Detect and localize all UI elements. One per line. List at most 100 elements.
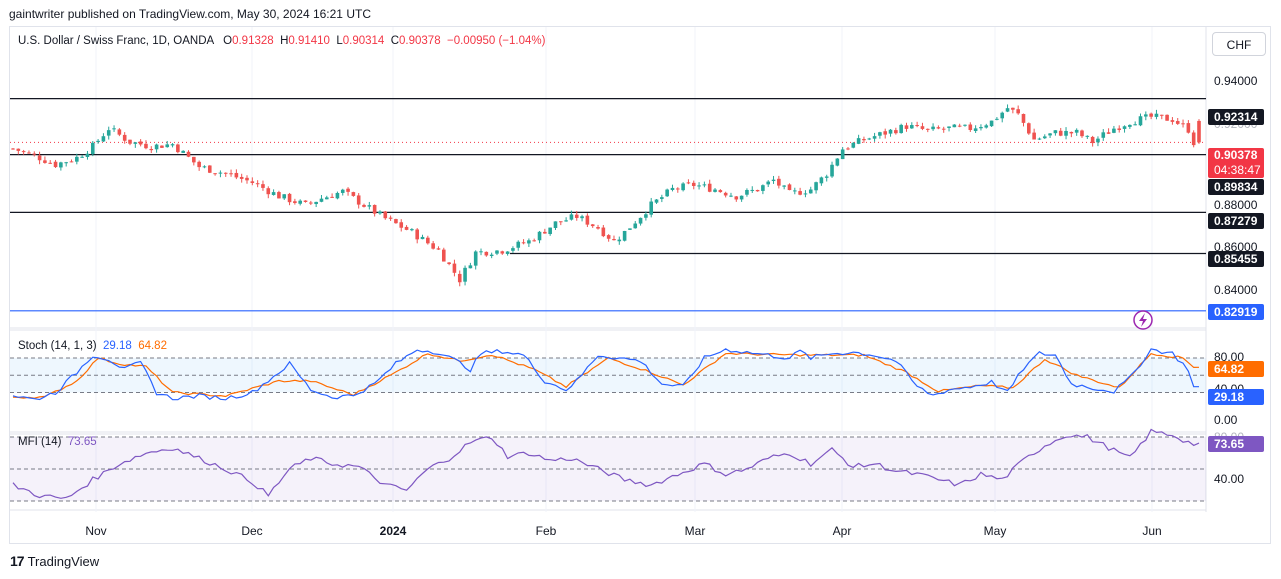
candle-body — [910, 125, 914, 129]
candle-body — [1053, 130, 1058, 134]
mfi-tag: 73.65 — [1208, 436, 1264, 452]
candle-body — [64, 162, 68, 164]
candle-body — [612, 238, 616, 241]
candle-body — [1144, 114, 1148, 117]
symbol-name[interactable]: U.S. Dollar / Swiss Franc, 1D, OANDA — [18, 35, 214, 47]
candle-body — [925, 128, 930, 130]
candle-body — [1000, 112, 1005, 119]
candle-body — [548, 227, 552, 235]
candle-body — [197, 161, 201, 168]
close-value: 0.90378 — [399, 35, 441, 47]
candle-body — [771, 179, 776, 182]
close-label: C — [390, 35, 400, 47]
candle-body — [777, 178, 781, 186]
candle-body — [319, 198, 324, 202]
mfi-title[interactable]: MFI (14) — [18, 436, 62, 448]
mfi-legend: MFI (14) 73.65 — [18, 436, 97, 448]
candle-body — [516, 241, 521, 248]
candle-body — [266, 188, 271, 195]
candle-body — [1090, 136, 1095, 144]
candle-body — [883, 131, 888, 135]
candle-body — [128, 139, 132, 144]
bar-countdown: 04:38:47 — [1214, 163, 1261, 177]
candle-body — [11, 148, 15, 150]
candle-body — [723, 192, 728, 196]
candle-body — [697, 185, 701, 187]
candle-body — [590, 224, 595, 227]
candle-body — [426, 237, 430, 244]
candle-body — [617, 239, 622, 242]
candle-body — [670, 187, 675, 191]
candle-body — [431, 243, 435, 249]
candle-body — [856, 138, 861, 144]
candle-body — [633, 223, 638, 229]
candle-body — [229, 173, 233, 175]
time-tick: 2024 — [379, 524, 407, 538]
candle-body — [441, 249, 446, 262]
candle-body — [457, 273, 462, 283]
stoch-legend: Stoch (14, 1, 3) 29.18 64.82 — [18, 340, 167, 352]
candle-body — [213, 173, 217, 175]
candle-body — [436, 248, 441, 250]
price-tick: 0.84000 — [1214, 283, 1258, 297]
level-tag-r2: 0.89834 — [1208, 179, 1264, 195]
candle-body — [995, 118, 999, 120]
low-value: 0.90314 — [342, 35, 385, 47]
candle-body — [527, 240, 531, 244]
candle-body — [963, 124, 967, 126]
candle-body — [1133, 124, 1137, 126]
candle-body — [410, 229, 414, 231]
candle-body — [170, 144, 175, 146]
candle-body — [250, 181, 255, 183]
candle-body — [564, 220, 568, 222]
candle-body — [941, 128, 946, 130]
candle-body — [846, 148, 850, 150]
candle-body — [261, 184, 265, 188]
candle-body — [1069, 131, 1074, 134]
candle-body — [192, 156, 196, 163]
candle-body — [106, 130, 111, 136]
last-price-tag: 0.90378 04:38:47 — [1208, 148, 1264, 178]
candle-body — [835, 158, 840, 166]
stoch-k-value: 29.18 — [103, 340, 132, 352]
candle-body — [346, 188, 350, 192]
candle-body — [122, 134, 127, 141]
level-tag-s3: 0.82919 — [1208, 304, 1264, 320]
candle-body — [654, 199, 659, 203]
candle-body — [665, 189, 669, 197]
time-tick: Dec — [241, 524, 263, 538]
candle-body — [718, 190, 723, 193]
candle-body — [1117, 128, 1122, 130]
candle-body — [511, 248, 515, 251]
candle-body — [239, 176, 244, 179]
candle-body — [176, 144, 180, 153]
currency-button[interactable]: CHF — [1212, 32, 1266, 56]
candle-body — [495, 250, 499, 254]
candle-body — [32, 153, 37, 155]
candle-body — [154, 144, 159, 150]
candle-body — [840, 149, 845, 160]
candle-body — [867, 138, 872, 140]
candle-body — [372, 204, 377, 214]
candle-body — [500, 251, 505, 254]
stoch-title[interactable]: Stoch (14, 1, 3) — [18, 340, 97, 352]
candle-body — [69, 161, 74, 163]
candle-body — [388, 217, 393, 219]
candle-body — [16, 148, 21, 151]
candle-body — [601, 227, 606, 237]
publisher-line: gaintwriter published on TradingView.com… — [9, 7, 371, 21]
footer-brand[interactable]: 17 TradingView — [10, 553, 99, 569]
candle-body — [378, 211, 382, 214]
candle-body — [644, 214, 648, 218]
candle-body — [1170, 120, 1175, 122]
candle-body — [596, 227, 600, 229]
candle-body — [1154, 113, 1159, 117]
candle-body — [1159, 114, 1164, 116]
time-tick: Jun — [1142, 524, 1162, 538]
candle-body — [1016, 109, 1020, 114]
candle-body — [1085, 135, 1090, 137]
candle-body — [1021, 113, 1026, 123]
candle-body — [936, 127, 941, 129]
footer-brand-label: TradingView — [27, 553, 100, 569]
